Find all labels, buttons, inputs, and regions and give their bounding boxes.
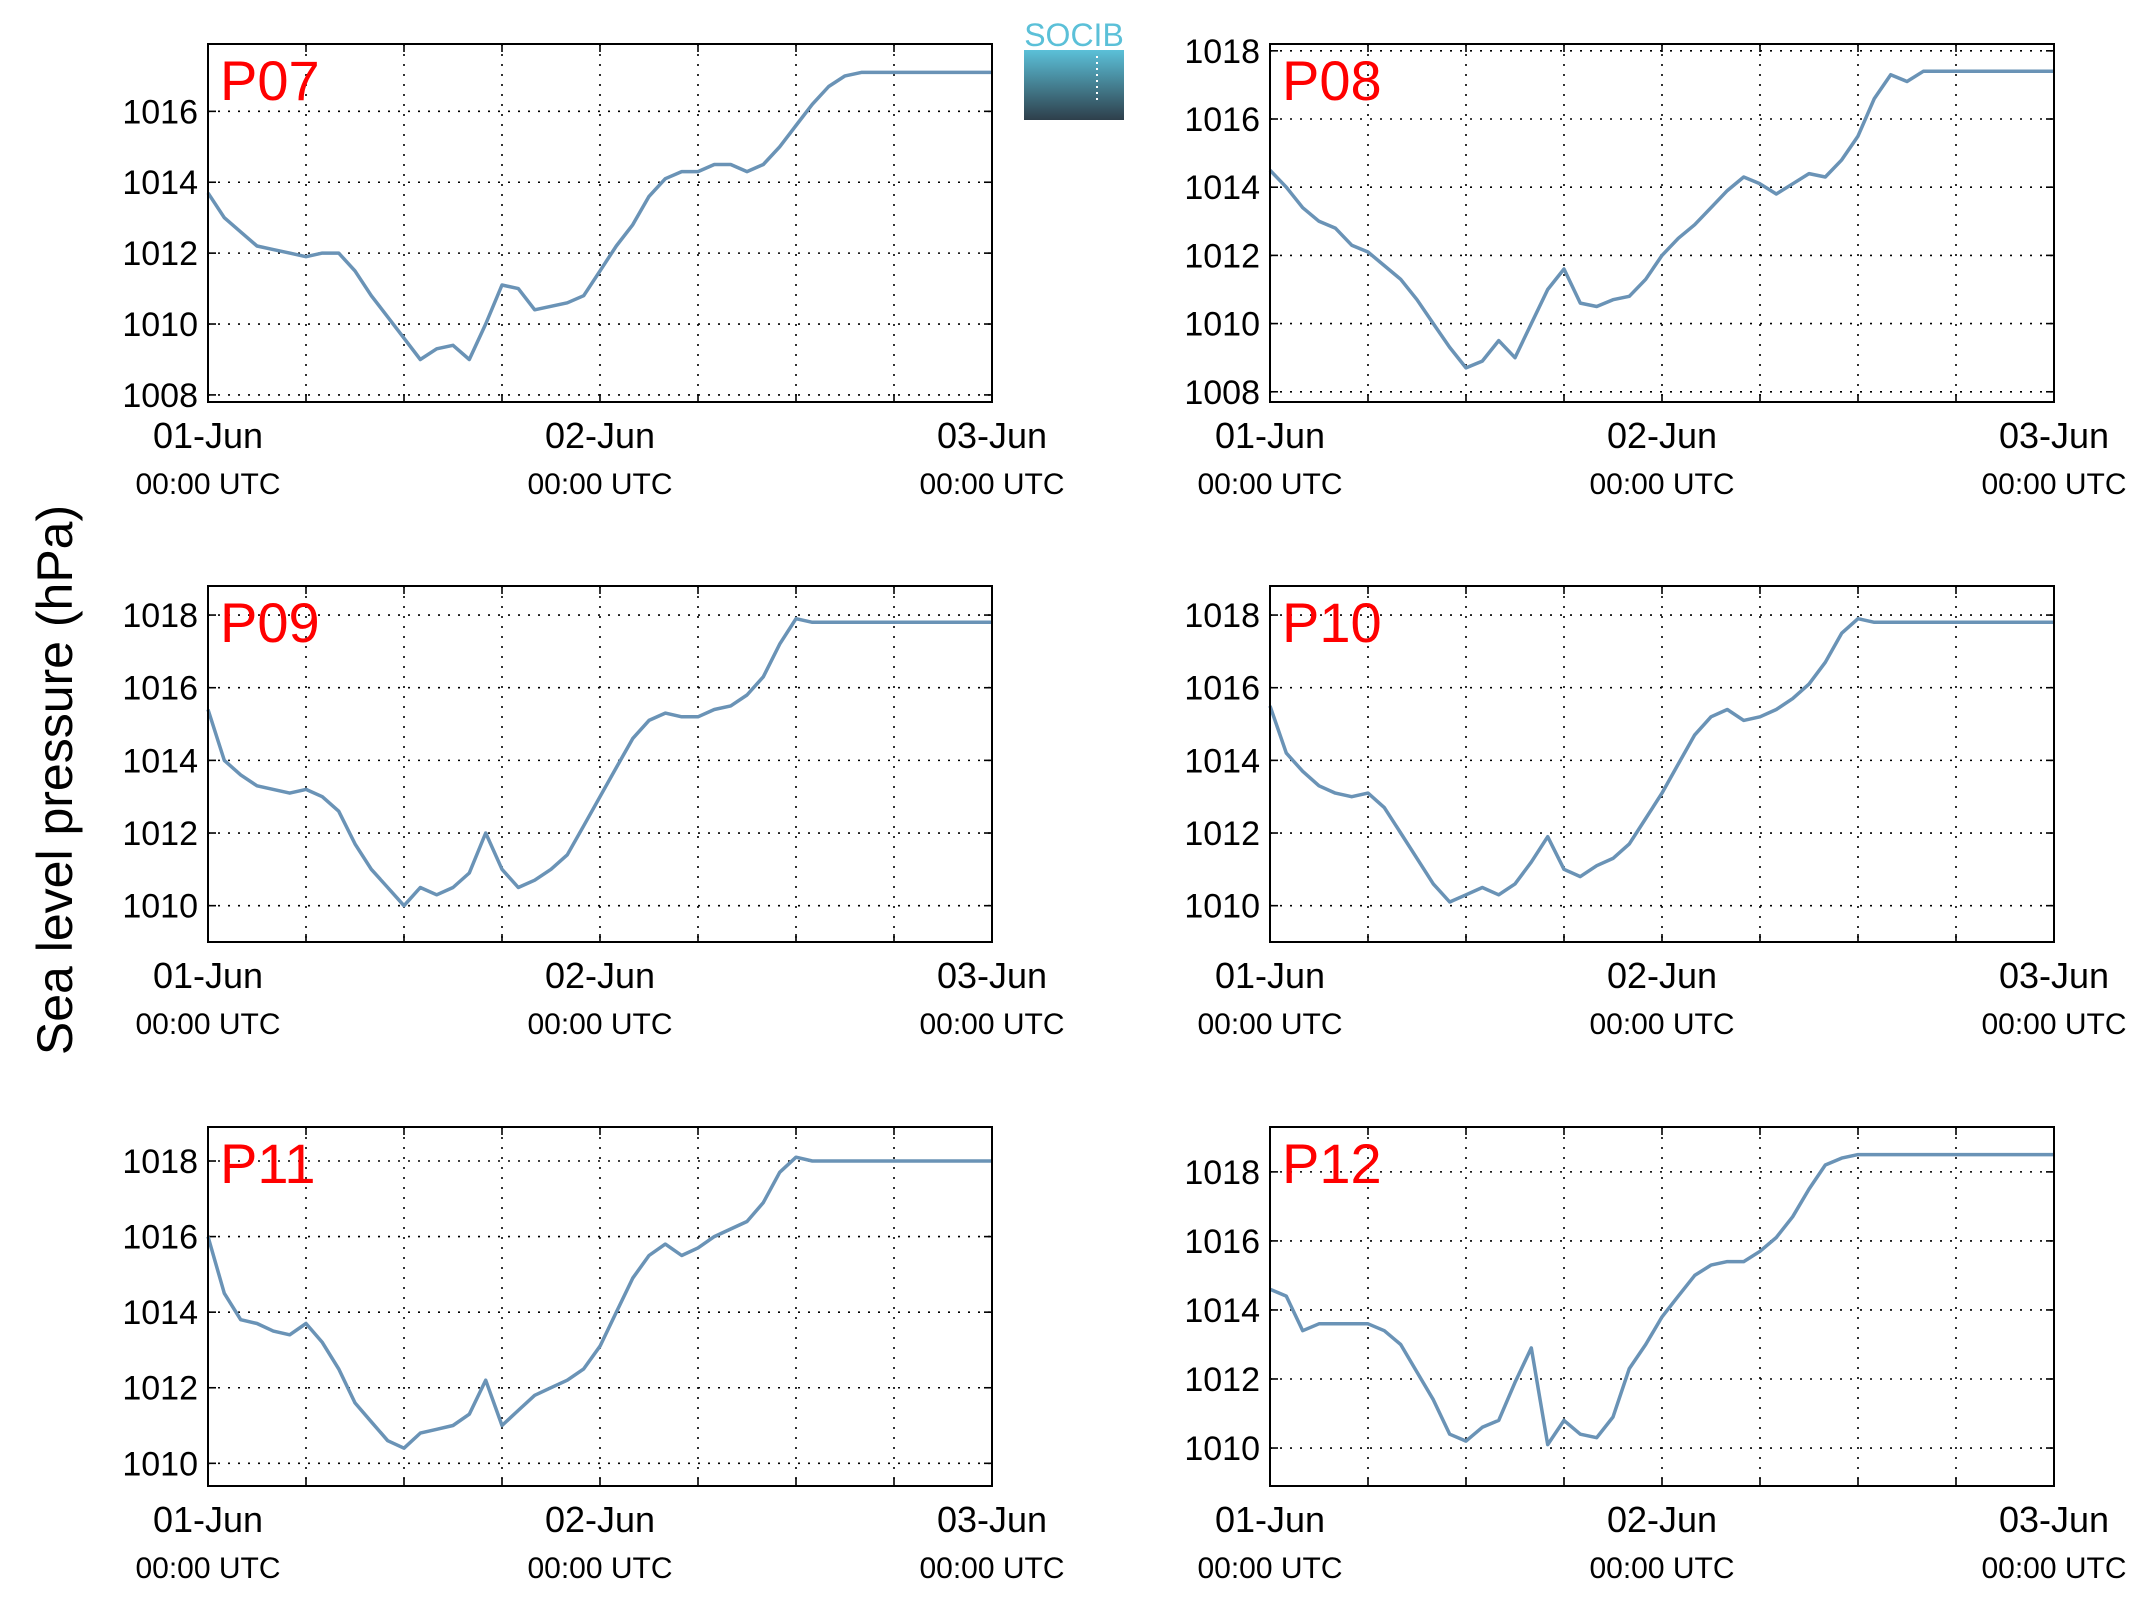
pressure-line (206, 616, 992, 908)
y-tick-label: 1014 (122, 1294, 198, 1332)
x-tick-time-label: 00:00 UTC (135, 468, 280, 501)
x-tick-date-label: 01-Jun (1215, 415, 1325, 456)
y-tick-label: 1014 (1184, 1292, 1260, 1330)
panel-p08: 1008 1010 1012 1014 1016 1018 01-Jun 00:00 UTC 0… (1184, 33, 2126, 501)
x-tick-time-label: 00:00 UTC (1197, 1552, 1342, 1585)
socib-logo: SOCIB (1024, 17, 1124, 120)
pressure-line (1269, 1152, 2054, 1447)
x-tick-time-label: 00:00 UTC (1589, 1552, 1734, 1585)
x-tick-date-label: 02-Jun (1607, 415, 1717, 456)
y-tick-label: 1012 (122, 1370, 198, 1408)
x-tick-date-label: 03-Jun (1999, 415, 2109, 456)
y-tick-label: 1014 (1184, 742, 1260, 780)
y-tick-label: 1014 (122, 164, 198, 202)
y-tick-label: 1016 (122, 1219, 198, 1257)
pressure-line (206, 1155, 992, 1450)
panel-label: P08 (1282, 49, 1382, 112)
panel-p11: 1010 1012 1014 1016 1018 01-Jun 00:00 UTC 02-Ju… (122, 1126, 1065, 1585)
x-tick-time-label: 00:00 UTC (1981, 468, 2126, 501)
y-tick-label: 1014 (122, 742, 198, 780)
x-tick-time-label: 00:00 UTC (135, 1008, 280, 1041)
y-tick-label: 1018 (1184, 33, 1260, 71)
x-tick-time-label: 00:00 UTC (527, 1552, 672, 1585)
x-tick-date-label: 02-Jun (545, 955, 655, 996)
y-tick-label: 1012 (122, 815, 198, 853)
x-tick-time-label: 00:00 UTC (919, 468, 1064, 501)
x-tick-time-label: 00:00 UTC (919, 1552, 1064, 1585)
x-tick-date-label: 03-Jun (1999, 955, 2109, 996)
y-tick-label: 1010 (122, 306, 198, 344)
y-tick-label: 1012 (122, 235, 198, 273)
x-tick-date-label: 01-Jun (153, 955, 263, 996)
y-tick-label: 1010 (1184, 888, 1260, 926)
x-tick-time-label: 00:00 UTC (527, 468, 672, 501)
plot-frame (1269, 43, 2055, 403)
x-tick-date-label: 02-Jun (1607, 955, 1717, 996)
plot-frame (207, 43, 993, 403)
x-tick-time-label: 00:00 UTC (1589, 1008, 1734, 1041)
x-tick-date-label: 02-Jun (545, 415, 655, 456)
y-tick-label: 1016 (1184, 101, 1260, 139)
x-tick-date-label: 01-Jun (153, 415, 263, 456)
x-tick-date-label: 03-Jun (1999, 1499, 2109, 1540)
x-tick-date-label: 01-Jun (1215, 1499, 1325, 1540)
x-tick-date-label: 03-Jun (937, 1499, 1047, 1540)
x-tick-date-label: 02-Jun (1607, 1499, 1717, 1540)
panel-label: P07 (220, 49, 320, 112)
plot-frame (1269, 1126, 2055, 1487)
x-tick-date-label: 03-Jun (937, 415, 1047, 456)
pressure-line (1268, 69, 2054, 370)
panel-p07: 1008 1010 1012 1014 1016 01-Jun 00:00 UTC 02-Ju… (122, 43, 1065, 501)
y-tick-label: 1018 (122, 1143, 198, 1181)
y-tick-label: 1012 (1184, 815, 1260, 853)
x-tick-date-label: 03-Jun (937, 955, 1047, 996)
panel-label: P11 (220, 1132, 315, 1195)
y-tick-label: 1012 (1184, 1361, 1260, 1399)
plot-frame (207, 1126, 993, 1487)
y-tick-label: 1018 (1184, 1154, 1260, 1192)
x-tick-date-label: 01-Jun (153, 1499, 263, 1540)
panel-p12: 1010 1012 1014 1016 1018 01-Jun 00:00 UTC 02-Ju… (1184, 1126, 2127, 1585)
x-tick-time-label: 00:00 UTC (919, 1008, 1064, 1041)
plot-frame (207, 585, 993, 943)
x-tick-time-label: 00:00 UTC (1197, 1008, 1342, 1041)
y-tick-label: 1016 (122, 93, 198, 131)
y-tick-label: 1016 (1184, 670, 1260, 708)
x-tick-time-label: 00:00 UTC (527, 1008, 672, 1041)
panel-label: P09 (220, 591, 320, 654)
x-tick-time-label: 00:00 UTC (1197, 468, 1342, 501)
y-tick-label: 1016 (122, 670, 198, 708)
logo-gradient-block (1024, 50, 1124, 120)
panel-label: P12 (1282, 1132, 1382, 1195)
y-tick-label: 1012 (1184, 237, 1260, 275)
y-tick-label: 1010 (122, 888, 198, 926)
y-tick-label: 1010 (122, 1445, 198, 1483)
x-tick-time-label: 00:00 UTC (1981, 1552, 2126, 1585)
pressure-line (206, 70, 992, 362)
y-tick-label: 1010 (1184, 306, 1260, 344)
y-tick-label: 1008 (122, 377, 198, 415)
plot-frame (1269, 585, 2055, 943)
x-tick-time-label: 00:00 UTC (1981, 1008, 2126, 1041)
x-tick-time-label: 00:00 UTC (1589, 468, 1734, 501)
panel-label: P10 (1282, 591, 1382, 654)
y-tick-label: 1008 (1184, 374, 1260, 412)
y-tick-label: 1018 (1184, 597, 1260, 635)
y-axis-label: Sea level pressure (hPa) (27, 505, 83, 1055)
logo-wordmark: SOCIB (1024, 17, 1124, 53)
pressure-line (1268, 616, 2054, 904)
y-tick-label: 1018 (122, 597, 198, 635)
x-tick-date-label: 01-Jun (1215, 955, 1325, 996)
y-tick-label: 1010 (1184, 1430, 1260, 1468)
panel-p10: 1010 1012 1014 1016 1018 01-Jun 00:00 UTC 02-Ju… (1184, 585, 2127, 1041)
y-tick-label: 1014 (1184, 169, 1260, 207)
y-tick-label: 1016 (1184, 1223, 1260, 1261)
x-tick-date-label: 02-Jun (545, 1499, 655, 1540)
panel-p09: 1010 1012 1014 1016 1018 01-Jun 00:00 UTC 02-Ju… (122, 585, 1065, 1041)
x-tick-time-label: 00:00 UTC (135, 1552, 280, 1585)
